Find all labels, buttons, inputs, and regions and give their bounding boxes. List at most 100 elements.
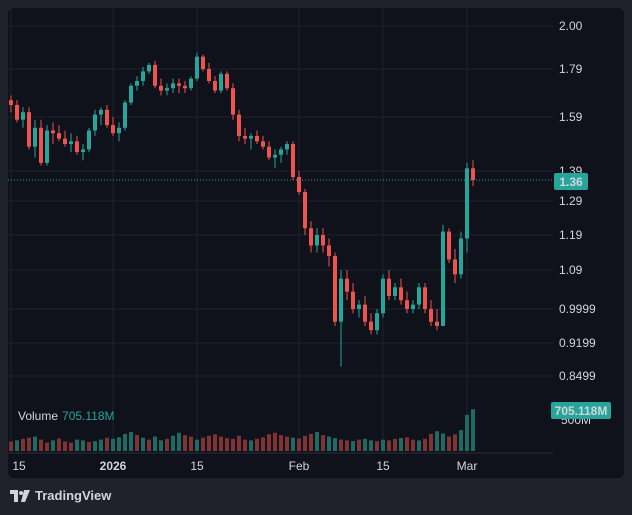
volume-legend: Volume 705.118M: [18, 409, 115, 423]
x-tick-label: 15: [190, 459, 204, 473]
volume-bar: [213, 434, 217, 451]
candle-body: [9, 100, 13, 105]
volume-bar: [57, 438, 61, 451]
candle-body: [465, 168, 469, 239]
chart-plot[interactable]: 2.001.791.591.391.291.191.090.99990.9199…: [8, 8, 624, 478]
candle-body: [189, 78, 193, 89]
candle-body: [249, 135, 253, 139]
candle-body: [207, 69, 211, 81]
volume-bar: [45, 442, 49, 451]
volume-bar: [51, 440, 55, 451]
x-tick-label: 2026: [100, 459, 127, 473]
candle-body: [387, 278, 391, 296]
chart-frame[interactable]: 2.00 1.79 1.59 1.39 1.29 1.19 1.09 0.9999 0.9199…: [8, 8, 624, 478]
candle-body: [111, 125, 115, 134]
candle-body: [459, 238, 463, 275]
candle-body: [147, 64, 151, 72]
candle-body: [219, 73, 223, 91]
volume-legend-label: Volume: [18, 409, 59, 423]
candle-body: [321, 235, 325, 246]
badges: 1.36 500M 705.118M: [551, 173, 611, 427]
y-tick-label: 1.19: [559, 228, 583, 242]
volume-bar: [81, 440, 85, 451]
volume-bar: [183, 435, 187, 451]
price-badge-bg: [554, 173, 588, 190]
candle-body: [165, 88, 169, 91]
volume-bar: [249, 440, 253, 451]
volume-bar: [171, 435, 175, 451]
candle-body: [345, 278, 349, 292]
candle-body: [429, 308, 433, 322]
volume-bar: [141, 437, 145, 451]
volume-bar: [273, 432, 277, 451]
volume-bar: [15, 440, 19, 451]
volume-bars: [9, 409, 475, 451]
candle-body: [183, 85, 187, 89]
candle-body: [255, 135, 259, 142]
volume-bar: [291, 437, 295, 451]
volume-bar: [423, 438, 427, 451]
candle-body: [237, 114, 241, 136]
candle-body: [327, 245, 331, 256]
candle-body: [93, 114, 97, 131]
candle-body: [303, 192, 307, 229]
volume-bar: [267, 434, 271, 451]
candle-body: [285, 144, 289, 150]
candle-body: [105, 109, 109, 126]
candle-body: [75, 141, 79, 153]
candle-body: [279, 149, 283, 155]
volume-bar: [147, 439, 151, 451]
volume-bar: [201, 437, 205, 451]
volume-bar: [411, 439, 415, 451]
y-tick-label: 2.00: [559, 19, 583, 33]
x-tick-label: Mar: [457, 459, 478, 473]
candle-body: [435, 321, 439, 326]
volume-bar: [243, 439, 247, 451]
candle-body: [231, 88, 235, 115]
candle-body: [87, 130, 91, 150]
volume-bar: [63, 441, 67, 451]
candle-body: [333, 256, 337, 322]
candle-body: [15, 105, 19, 120]
candle-body: [27, 112, 31, 147]
candle-body: [405, 300, 409, 309]
candle-body: [63, 138, 67, 144]
tradingview-branding[interactable]: TradingView: [10, 488, 111, 503]
candle-body: [441, 231, 445, 326]
volume-bar: [333, 438, 337, 451]
volume-bar: [399, 438, 403, 451]
candle-body: [129, 85, 133, 103]
volume-bar: [207, 435, 211, 451]
candle-body: [39, 127, 43, 163]
volume-bar: [363, 438, 367, 451]
volume-bar: [261, 437, 265, 451]
volume-bar: [309, 433, 313, 451]
candle-body: [339, 278, 343, 322]
y-tick-label: 1.59: [559, 110, 583, 124]
volume-bar: [471, 409, 475, 451]
candle-body: [69, 141, 73, 144]
candle-body: [99, 109, 103, 115]
candle-body: [33, 127, 37, 147]
volume-bar: [357, 439, 361, 451]
volume-bar: [465, 414, 469, 451]
volume-bar: [39, 439, 43, 451]
volume-bar: [21, 438, 25, 451]
candle-body: [471, 168, 475, 180]
volume-bar: [105, 437, 109, 451]
volume-bar: [87, 441, 91, 451]
tradingview-name: TradingView: [35, 488, 112, 503]
volume-bar: [117, 437, 121, 451]
candle-body: [309, 228, 313, 246]
volume-bar: [453, 434, 457, 451]
volume-bar: [435, 431, 439, 451]
volume-bar: [27, 437, 31, 451]
candle-body: [315, 235, 319, 246]
y-axis-labels: 2.001.791.591.391.291.191.090.99990.9199…: [559, 19, 596, 383]
volume-bar: [159, 440, 163, 451]
y-tick-label: 0.9199: [559, 336, 596, 350]
volume-bar: [393, 438, 397, 451]
candle-body: [273, 154, 277, 158]
volume-bar: [279, 435, 283, 451]
candle-body: [141, 71, 145, 81]
